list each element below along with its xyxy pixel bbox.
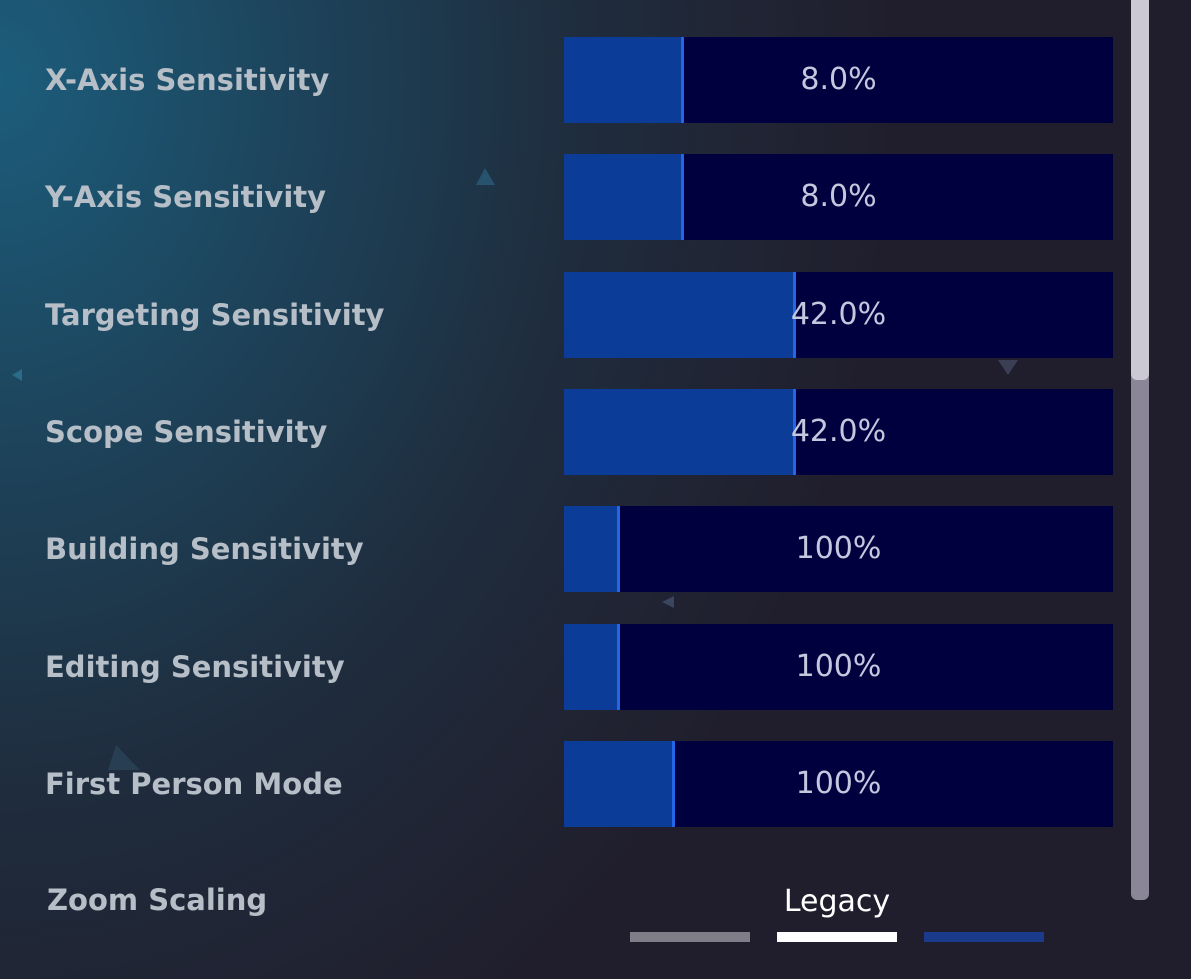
setting-label: Y-Axis Sensitivity: [45, 180, 327, 215]
slider[interactable]: 100%: [564, 740, 1113, 827]
option-indicator-active[interactable]: [777, 932, 897, 942]
option-indicator[interactable]: [924, 932, 1044, 942]
setting-label: Editing Sensitivity: [45, 649, 345, 684]
slider[interactable]: 100%: [564, 623, 1113, 710]
setting-label: Scope Sensitivity: [45, 414, 328, 449]
setting-label: Targeting Sensitivity: [45, 297, 385, 332]
slider-value: 100%: [795, 765, 882, 801]
slider-fill: [564, 154, 684, 241]
option-indicator[interactable]: [630, 932, 750, 942]
slider-value: 8.0%: [800, 179, 877, 215]
slider[interactable]: 42.0%: [564, 388, 1113, 475]
setting-label: Building Sensitivity: [45, 532, 364, 567]
slider-fill: [564, 623, 620, 710]
slider[interactable]: 8.0%: [564, 37, 1113, 123]
slider-fill: [564, 506, 620, 593]
slider-value: 42.0%: [790, 296, 887, 332]
slider-value: 8.0%: [800, 62, 877, 97]
slider[interactable]: 42.0%: [564, 271, 1113, 358]
slider-fill: [564, 388, 796, 475]
option-value[interactable]: Legacy: [783, 884, 891, 919]
slider-fill: [564, 271, 796, 358]
slider-value: 100%: [795, 531, 882, 567]
slider[interactable]: 8.0%: [564, 154, 1113, 241]
setting-label: X-Axis Sensitivity: [45, 63, 330, 97]
slider[interactable]: 100%: [564, 506, 1113, 593]
setting-label: First Person Mode: [45, 766, 343, 801]
slider-fill: [564, 740, 675, 827]
scrollbar-thumb[interactable]: [1131, 0, 1149, 380]
slider-fill: [564, 37, 684, 123]
slider-value: 42.0%: [790, 413, 887, 449]
setting-label: Zoom Scaling: [47, 883, 268, 917]
slider-value: 100%: [795, 648, 882, 684]
